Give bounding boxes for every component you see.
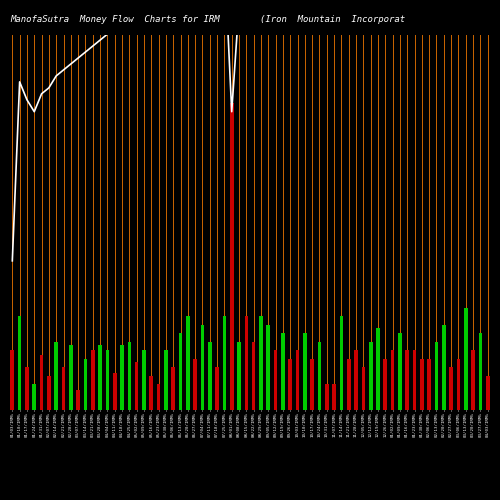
- Bar: [318, 342, 322, 410]
- Bar: [303, 334, 306, 410]
- Bar: [18, 316, 22, 410]
- Bar: [391, 350, 394, 410]
- Bar: [164, 350, 168, 410]
- Bar: [464, 308, 468, 410]
- Bar: [222, 316, 226, 410]
- Bar: [450, 368, 453, 410]
- Bar: [244, 316, 248, 410]
- Bar: [113, 372, 116, 410]
- Bar: [135, 362, 138, 410]
- Bar: [47, 376, 50, 410]
- Bar: [486, 376, 490, 410]
- Bar: [310, 359, 314, 410]
- Bar: [252, 342, 256, 410]
- Bar: [420, 359, 424, 410]
- Bar: [178, 334, 182, 410]
- Bar: [84, 359, 87, 410]
- Bar: [120, 345, 124, 410]
- Bar: [456, 359, 460, 410]
- Bar: [216, 368, 219, 410]
- Bar: [230, 103, 234, 410]
- Bar: [340, 316, 343, 410]
- Bar: [428, 359, 431, 410]
- Bar: [471, 350, 475, 410]
- Bar: [76, 390, 80, 410]
- Bar: [266, 325, 270, 410]
- Text: ManofaSutra  Money Flow  Charts for IRM: ManofaSutra Money Flow Charts for IRM: [10, 15, 220, 24]
- Bar: [54, 342, 58, 410]
- Bar: [200, 325, 204, 410]
- Bar: [128, 342, 131, 410]
- Bar: [434, 342, 438, 410]
- Bar: [69, 345, 72, 410]
- Bar: [40, 356, 44, 410]
- Bar: [412, 350, 416, 410]
- Bar: [98, 345, 102, 410]
- Bar: [25, 368, 29, 410]
- Bar: [347, 359, 350, 410]
- Bar: [259, 316, 263, 410]
- Bar: [325, 384, 328, 410]
- Bar: [10, 350, 14, 410]
- Bar: [296, 350, 300, 410]
- Bar: [106, 350, 109, 410]
- Bar: [281, 334, 284, 410]
- Bar: [376, 328, 380, 410]
- Bar: [62, 368, 66, 410]
- Bar: [478, 334, 482, 410]
- Bar: [369, 342, 372, 410]
- Bar: [406, 350, 409, 410]
- Bar: [142, 350, 146, 410]
- Bar: [208, 342, 212, 410]
- Bar: [354, 350, 358, 410]
- Bar: [157, 384, 160, 410]
- Bar: [398, 334, 402, 410]
- Bar: [288, 359, 292, 410]
- Bar: [384, 359, 387, 410]
- Bar: [237, 342, 241, 410]
- Bar: [32, 384, 36, 410]
- Text: (Iron  Mountain  Incorporat: (Iron Mountain Incorporat: [260, 15, 405, 24]
- Bar: [172, 368, 175, 410]
- Bar: [274, 350, 278, 410]
- Bar: [442, 325, 446, 410]
- Bar: [150, 376, 153, 410]
- Bar: [194, 359, 197, 410]
- Bar: [91, 350, 94, 410]
- Bar: [362, 368, 365, 410]
- Bar: [332, 384, 336, 410]
- Bar: [186, 316, 190, 410]
